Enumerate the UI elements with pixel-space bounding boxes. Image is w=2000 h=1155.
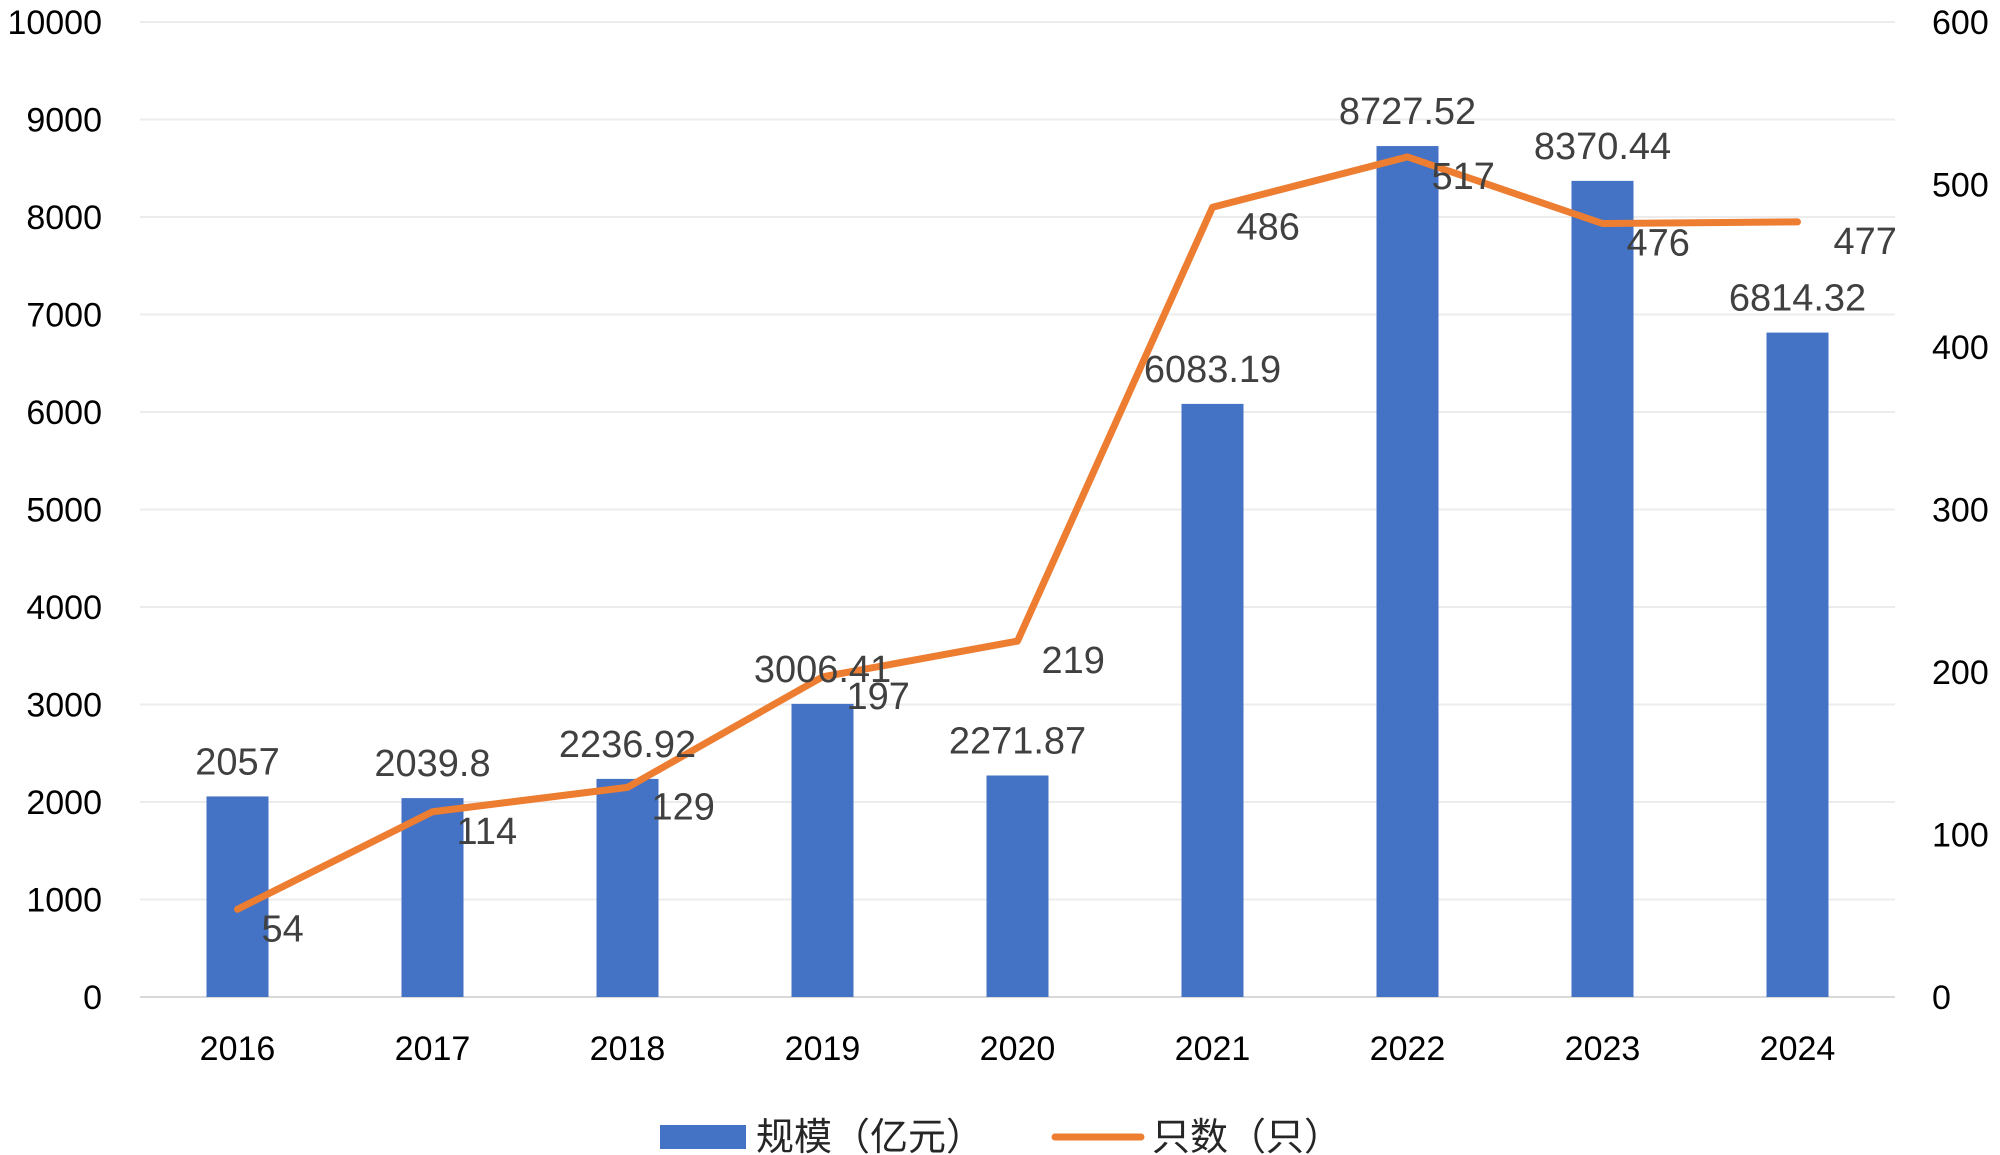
y-left-tick-label: 9000 bbox=[26, 102, 102, 140]
x-tick-label: 2019 bbox=[785, 1030, 861, 1068]
bar-data-label: 2271.87 bbox=[949, 720, 1086, 762]
bar-data-label: 6083.19 bbox=[1144, 349, 1281, 391]
bar bbox=[401, 798, 464, 997]
bar-data-label: 2236.92 bbox=[559, 724, 696, 766]
bar-series bbox=[206, 146, 1829, 998]
bar bbox=[1766, 332, 1829, 998]
y-left-tick-label: 0 bbox=[83, 979, 102, 1017]
line-data-label: 54 bbox=[262, 908, 304, 950]
bar bbox=[986, 775, 1049, 997]
legend-label-line: 只数（只） bbox=[1152, 1115, 1342, 1155]
y-left-tick-label: 5000 bbox=[26, 492, 102, 530]
y-right-tick-label: 600 bbox=[1932, 4, 1989, 42]
y-left-tick-label: 4000 bbox=[26, 589, 102, 627]
x-tick-label: 2023 bbox=[1565, 1030, 1641, 1068]
line-series bbox=[234, 153, 1801, 913]
y-left-tick-label: 7000 bbox=[26, 297, 102, 335]
line-data-label: 476 bbox=[1627, 223, 1690, 265]
y-left-tick-label: 6000 bbox=[26, 394, 102, 432]
bar-data-label: 8370.44 bbox=[1534, 126, 1671, 168]
legend: 规模（亿元） 只数（只） bbox=[660, 1115, 1342, 1155]
bar bbox=[1376, 146, 1439, 998]
line-data-label: 517 bbox=[1432, 156, 1495, 198]
y-right-tick-label: 0 bbox=[1932, 979, 1951, 1017]
x-tick-label: 2016 bbox=[200, 1030, 276, 1068]
bar-data-label: 3006.41 bbox=[754, 649, 891, 691]
line-data-label: 197 bbox=[847, 676, 910, 718]
bar bbox=[1571, 180, 1634, 998]
bar-data-label: 2039.8 bbox=[374, 743, 490, 785]
y-right-tick-label: 400 bbox=[1932, 329, 1989, 367]
bar-data-label: 6814.32 bbox=[1729, 278, 1866, 320]
line-data-label: 486 bbox=[1237, 206, 1300, 248]
x-tick-label: 2017 bbox=[395, 1030, 471, 1068]
bar bbox=[1181, 403, 1244, 997]
y-left-tick-label: 8000 bbox=[26, 199, 102, 237]
line-data-label: 129 bbox=[652, 786, 715, 828]
y-right-tick-label: 100 bbox=[1932, 817, 1989, 855]
y-right-tick-label: 300 bbox=[1932, 492, 1989, 530]
x-tick-label: 2024 bbox=[1760, 1030, 1836, 1068]
legend-swatch-bar bbox=[660, 1125, 746, 1149]
y-left-tick-label: 2000 bbox=[26, 784, 102, 822]
x-tick-label: 2021 bbox=[1175, 1030, 1251, 1068]
line-data-label: 477 bbox=[1834, 221, 1897, 263]
y-left-tick-label: 3000 bbox=[26, 687, 102, 725]
data-labels: 2057 2039.8 2236.92 3006.41 2271.87 6083.19 87… bbox=[195, 91, 1897, 950]
x-tick-label: 2020 bbox=[980, 1030, 1056, 1068]
x-tick-label: 2018 bbox=[590, 1030, 666, 1068]
bar bbox=[596, 778, 659, 997]
line-data-label: 114 bbox=[457, 811, 518, 853]
y-left-tick-label: 10000 bbox=[7, 4, 102, 42]
x-tick-label: 2022 bbox=[1370, 1030, 1446, 1068]
bar-data-label: 8727.52 bbox=[1339, 91, 1476, 133]
y-right-tick-label: 500 bbox=[1932, 167, 1989, 205]
legend-label-bar: 规模（亿元） bbox=[756, 1115, 984, 1155]
line-data-label: 219 bbox=[1042, 640, 1105, 682]
bar-data-label: 2057 bbox=[195, 741, 280, 783]
y-left-tick-label: 1000 bbox=[26, 882, 102, 920]
bar bbox=[791, 703, 854, 997]
y-right-tick-label: 200 bbox=[1932, 654, 1989, 692]
axes: 0100020003000400050006000700080009000100… bbox=[7, 4, 1988, 1068]
line-series-path bbox=[234, 153, 1801, 913]
